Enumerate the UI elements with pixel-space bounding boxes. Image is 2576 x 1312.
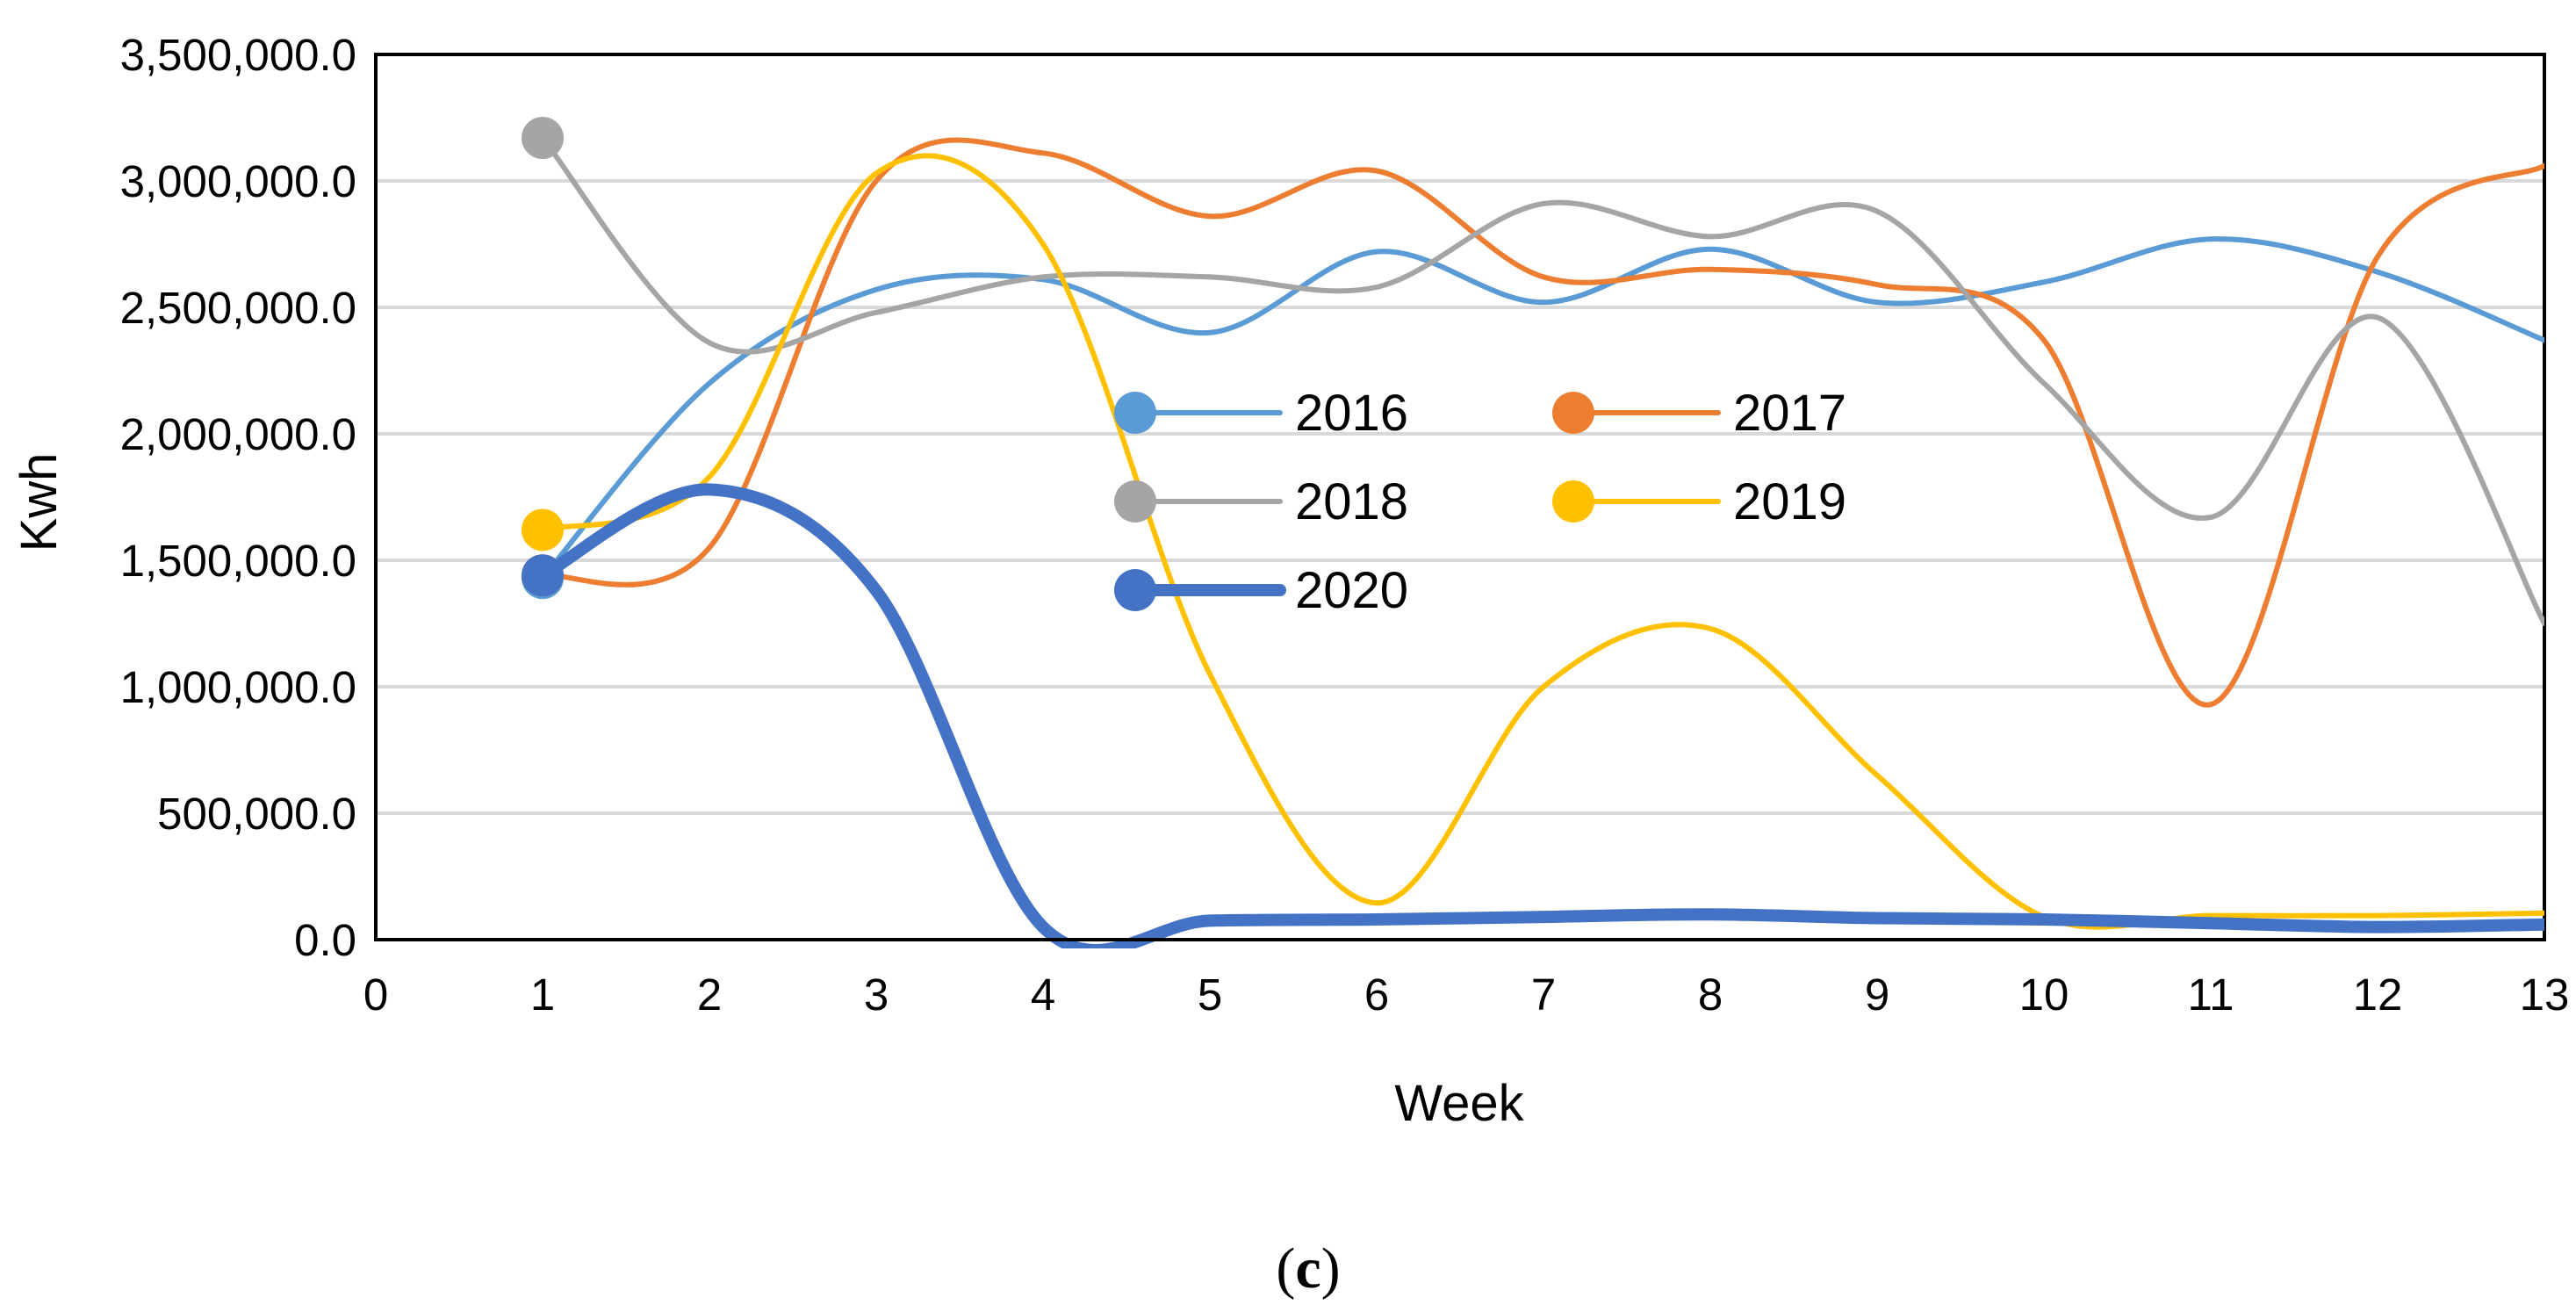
legend-2018-label: 2018 bbox=[1295, 473, 1408, 530]
y-tick-label: 500,000.0 bbox=[157, 789, 356, 839]
series-2020-group bbox=[536, 483, 2544, 948]
legend: 2016 2017 2018 2019 2020 bbox=[1114, 385, 1846, 619]
x-tick-label: 9 bbox=[1865, 970, 1889, 1020]
x-tick-label: 0 bbox=[363, 970, 388, 1020]
y-axis-label: Kwh bbox=[11, 453, 68, 552]
series-2020-first-point-marker bbox=[522, 554, 564, 597]
legend-2020: 2020 bbox=[1114, 562, 1408, 619]
legend-2017-label: 2017 bbox=[1733, 385, 1846, 442]
series-2020-line bbox=[536, 483, 2544, 948]
legend-2019: 2019 bbox=[1552, 473, 1846, 530]
legend-2020-marker bbox=[1114, 569, 1156, 611]
caption-open-paren: ( bbox=[1276, 1236, 1295, 1301]
x-tick-label: 13 bbox=[2520, 970, 2570, 1020]
legend-2016-label: 2016 bbox=[1295, 385, 1408, 442]
legend-2016: 2016 bbox=[1114, 385, 1408, 442]
x-tick-label: 4 bbox=[1031, 970, 1055, 1020]
y-tick-label: 3,500,000.0 bbox=[120, 30, 356, 80]
series-2018-line bbox=[540, 135, 2544, 626]
legend-2019-label: 2019 bbox=[1733, 473, 1846, 530]
x-tick-label: 2 bbox=[697, 970, 722, 1020]
y-tick-label: 2,500,000.0 bbox=[120, 283, 356, 333]
x-axis-ticks: 0 1 2 3 4 5 6 7 8 9 10 11 12 13 bbox=[363, 970, 2570, 1020]
x-tick-label: 7 bbox=[1531, 970, 1556, 1020]
y-tick-label: 1,000,000.0 bbox=[120, 662, 356, 712]
legend-2019-marker bbox=[1552, 480, 1594, 523]
series-2016-line bbox=[540, 236, 2544, 581]
series-2017-line bbox=[540, 137, 2544, 708]
x-tick-label: 10 bbox=[2019, 970, 2069, 1020]
x-tick-label: 12 bbox=[2353, 970, 2403, 1020]
x-tick-label: 11 bbox=[2188, 970, 2234, 1020]
x-tick-label: 5 bbox=[1198, 970, 1222, 1020]
legend-2017: 2017 bbox=[1552, 385, 1846, 442]
x-tick-label: 8 bbox=[1698, 970, 1723, 1020]
series-2016-group bbox=[540, 236, 2544, 581]
legend-2016-marker bbox=[1114, 392, 1156, 434]
legend-2017-marker bbox=[1552, 392, 1594, 434]
y-tick-label: 3,000,000.0 bbox=[120, 156, 356, 206]
legend-2018-marker bbox=[1114, 480, 1156, 523]
x-tick-label: 6 bbox=[1364, 970, 1389, 1020]
series-2018-first-point-marker bbox=[522, 117, 564, 160]
y-axis-ticks: 0.0 500,000.0 1,000,000.0 1,500,000.0 2,000,… bbox=[120, 30, 356, 965]
legend-2020-label: 2020 bbox=[1295, 562, 1408, 619]
y-tick-label: 0.0 bbox=[294, 915, 356, 965]
series-2018-group bbox=[540, 135, 2544, 626]
x-tick-label: 1 bbox=[530, 970, 555, 1020]
caption-letter: c bbox=[1295, 1236, 1320, 1301]
series-2017-group bbox=[540, 137, 2544, 708]
x-axis-label: Week bbox=[1394, 1075, 1524, 1132]
x-tick-label: 3 bbox=[864, 970, 889, 1020]
y-tick-label: 1,500,000.0 bbox=[120, 536, 356, 586]
legend-2018: 2018 bbox=[1114, 473, 1408, 530]
series-2019-first-point-marker bbox=[522, 508, 564, 551]
y-tick-label: 2,000,000.0 bbox=[120, 409, 356, 459]
figure-caption: (c) bbox=[1276, 1236, 1340, 1301]
series-lines bbox=[522, 117, 2544, 948]
caption-close-paren: ) bbox=[1321, 1236, 1341, 1301]
